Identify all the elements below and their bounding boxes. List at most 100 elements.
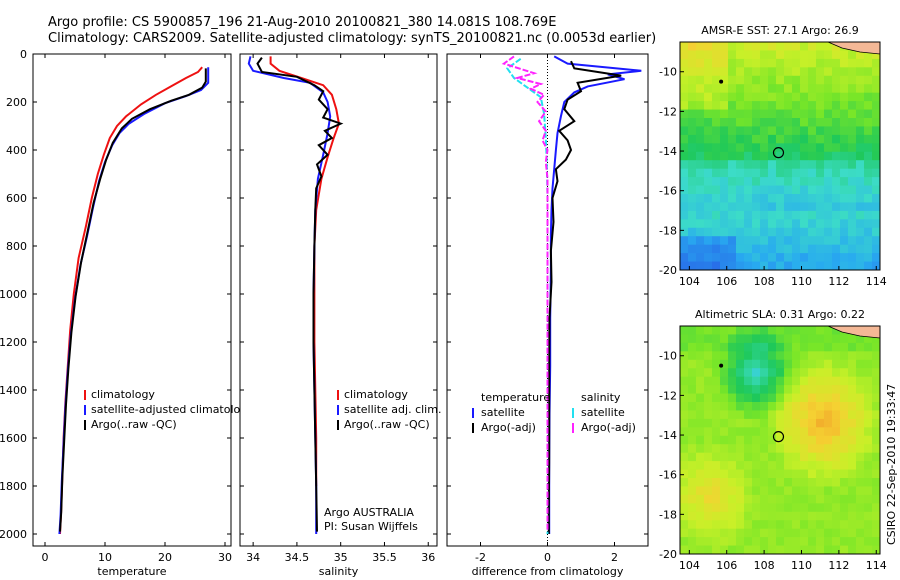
map-cell (688, 227, 697, 237)
map-cell (832, 351, 841, 361)
map-cell (768, 219, 777, 229)
map-cell (760, 236, 769, 246)
map-cell (736, 126, 745, 136)
map-cell (832, 126, 841, 136)
map-cell (704, 444, 713, 454)
map-cell (800, 244, 809, 254)
map-cell (768, 236, 777, 246)
map-cell (736, 194, 745, 204)
map-cell (816, 126, 825, 136)
map-cell (744, 427, 753, 437)
map-cell (824, 351, 833, 361)
map-cell (688, 418, 697, 428)
map-cell (704, 50, 713, 60)
map-cell (752, 118, 761, 128)
map-cell (808, 227, 817, 237)
map-cell (704, 410, 713, 420)
map-cell (712, 236, 721, 246)
map-cell (768, 160, 777, 170)
map-cell (760, 359, 769, 369)
map-cell (816, 261, 825, 270)
sst-map-panel: 104 106 108 110 112 114 -10 -12 -14 -16 -18 -20 AMSR… (659, 24, 887, 288)
map-cell (760, 227, 769, 237)
map-cell (776, 461, 785, 471)
map-cell (768, 92, 777, 102)
map-cell (744, 84, 753, 94)
map-cell (824, 528, 833, 538)
map-cell (688, 109, 697, 119)
map-cell (680, 452, 689, 462)
map-cell (848, 351, 857, 361)
map-cell (864, 177, 873, 187)
map-cell (760, 444, 769, 454)
map-cell (832, 511, 841, 521)
map-cell (784, 253, 793, 263)
map-cell (840, 168, 849, 178)
map-cell (840, 134, 849, 144)
map-cell (736, 210, 745, 220)
x-tick-label: 106 (716, 559, 737, 572)
map-cell (800, 236, 809, 246)
map-cell (824, 185, 833, 195)
map-cell (760, 342, 769, 352)
map-cell (712, 376, 721, 386)
map-cell (680, 67, 689, 77)
map-cell (816, 342, 825, 352)
map-cell (800, 134, 809, 144)
map-cell (864, 342, 873, 352)
map-cell (768, 368, 777, 378)
map-cell (752, 92, 761, 102)
map-cell (776, 261, 785, 270)
map-cell (712, 385, 721, 395)
map-cell (824, 67, 833, 77)
map-cell (800, 334, 809, 344)
map-cell (712, 244, 721, 254)
map-cell (848, 503, 857, 513)
map-cell (776, 101, 785, 111)
map-cell (712, 461, 721, 471)
map-cell (800, 202, 809, 212)
map-cell (864, 202, 873, 212)
map-cell (840, 261, 849, 270)
map-cell (784, 160, 793, 170)
map-cell (720, 469, 729, 479)
map-cell (720, 253, 729, 263)
map-cell (776, 109, 785, 119)
map-cell (856, 261, 865, 270)
map-cell (848, 486, 857, 496)
map-cell (744, 118, 753, 128)
map-cell (688, 435, 697, 445)
map-cell (768, 253, 777, 263)
map-cell (872, 351, 880, 361)
map-cell (832, 160, 841, 170)
map-cell (728, 418, 737, 428)
map-cell (736, 393, 745, 403)
map-cell (776, 418, 785, 428)
map-cell (872, 402, 880, 412)
map-cell (680, 402, 689, 412)
map-cell (808, 219, 817, 229)
map-cell (808, 160, 817, 170)
map-cell (760, 545, 769, 554)
map-cell (856, 537, 865, 547)
map-cell (824, 486, 833, 496)
map-cell (840, 160, 849, 170)
map-cell (768, 58, 777, 68)
map-cell (784, 545, 793, 554)
map-cell (760, 194, 769, 204)
map-cell (840, 444, 849, 454)
map-cell (856, 126, 865, 136)
map-cell (744, 42, 753, 52)
map-cell (840, 469, 849, 479)
map-cell (712, 194, 721, 204)
map-cell (872, 202, 880, 212)
map-cell (832, 227, 841, 237)
map-cell (800, 185, 809, 195)
map-cell (856, 418, 865, 428)
map-cell (872, 334, 880, 344)
annotation-text: Argo AUSTRALIA (324, 506, 414, 519)
map-cell (712, 469, 721, 479)
map-cell (832, 67, 841, 77)
map-cell (816, 210, 825, 220)
map-cell (728, 494, 737, 504)
